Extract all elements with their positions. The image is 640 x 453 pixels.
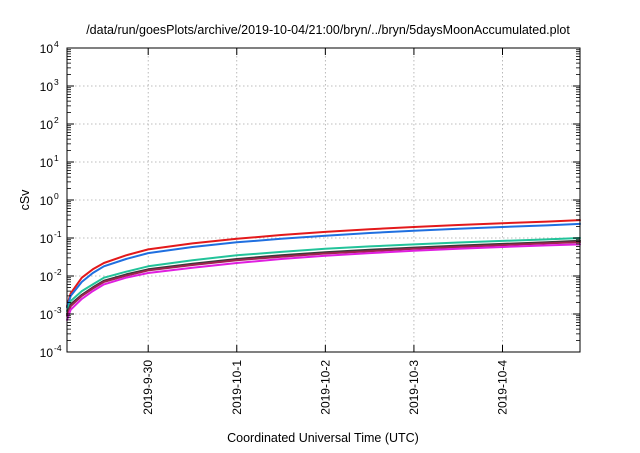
chart-title: /data/run/goesPlots/archive/2019-10-04/2… xyxy=(86,23,570,37)
series-layer xyxy=(66,219,581,321)
grid xyxy=(67,48,580,352)
y-tick-label: 10 xyxy=(40,80,54,94)
y-tick-exponent: -3 xyxy=(54,305,62,315)
x-tick-labels: 2019-9-30 2019-10-1 2019-10-2 2019-10-3 2019… xyxy=(141,360,509,415)
y-axis-label: cSv xyxy=(18,189,32,211)
y-tick-exponent: 2 xyxy=(54,115,59,125)
x-tick-label: 2019-10-4 xyxy=(495,360,509,415)
x-tick-label: 2019-10-1 xyxy=(230,360,244,415)
y-tick-label: 10 xyxy=(40,118,54,132)
series-line-6 xyxy=(66,243,581,321)
y-tick-exponent: -2 xyxy=(54,267,62,277)
x-tick-label: 2019-10-3 xyxy=(407,360,421,415)
y-tick-exponent: 1 xyxy=(54,153,59,163)
series-line-5 xyxy=(66,241,581,317)
y-tick-label: 10 xyxy=(40,308,54,322)
series-line-1 xyxy=(66,219,581,308)
y-tick-label: 10 xyxy=(40,346,54,360)
ticks xyxy=(67,47,580,353)
y-tick-exponent: -4 xyxy=(54,343,62,353)
x-axis-label: Coordinated Universal Time (UTC) xyxy=(227,431,419,445)
y-tick-exponent: 0 xyxy=(54,191,59,201)
series-line-3 xyxy=(66,237,581,312)
series-line-2 xyxy=(66,222,581,309)
y-tick-label: 10 xyxy=(40,232,54,246)
y-tick-label: 10 xyxy=(40,156,54,170)
y-tick-label: 10 xyxy=(40,270,54,284)
x-tick-label: 2019-10-2 xyxy=(318,360,332,415)
series-line-4 xyxy=(66,239,581,315)
y-tick-exponent: -1 xyxy=(54,229,62,239)
y-tick-label: 10 xyxy=(40,194,54,208)
y-tick-exponent: 3 xyxy=(54,77,59,87)
y-tick-exponent: 4 xyxy=(54,39,59,49)
y-tick-label: 10 xyxy=(40,42,54,56)
x-tick-label: 2019-9-30 xyxy=(141,360,155,415)
